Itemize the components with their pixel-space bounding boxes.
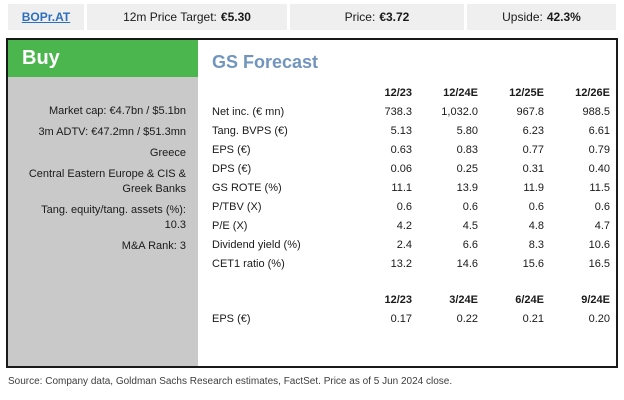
cell-value: 11.9 (523, 181, 544, 194)
source-note: Source: Company data, Goldman Sachs Rese… (8, 376, 453, 387)
upside-cell: Upside: 42.3% (467, 4, 616, 30)
table-row: GS ROTE (%) 11.1 13.9 11.9 11.5 (212, 178, 610, 197)
price-label: Price: (344, 10, 376, 24)
row-label: Dividend yield (%) (212, 238, 301, 251)
cell-value: 1,032.0 (441, 105, 478, 118)
price-target-cell: 12m Price Target: €5.30 (87, 4, 287, 30)
row-label: DPS (€) (212, 162, 252, 175)
cell-value: 0.83 (456, 143, 478, 156)
cell-value: 6.23 (522, 124, 544, 137)
coverage-group-item: Central Eastern Europe & CIS & Greek Ban… (28, 168, 186, 195)
price-value: €3.72 (379, 10, 410, 24)
column-header: 9/24E (581, 293, 610, 306)
table-row: CET1 ratio (%) 13.2 14.6 15.6 16.5 (212, 254, 610, 273)
table-row: Tang. BVPS (€) 5.13 5.80 6.23 6.61 (212, 121, 610, 140)
cell-value: 0.40 (588, 162, 610, 175)
cell-value: 0.63 (390, 143, 412, 156)
corner-cell (212, 83, 346, 102)
cell-value: 0.6 (594, 200, 610, 213)
cell-value: 11.5 (589, 181, 610, 194)
cell-value: 14.6 (456, 257, 478, 270)
cell-value: 0.79 (588, 143, 610, 156)
cell-value: 4.7 (594, 219, 610, 232)
cell-value: 0.6 (528, 200, 544, 213)
cell-value: 5.80 (456, 124, 478, 137)
cell-value: 967.8 (516, 105, 544, 118)
cell-value: 4.2 (396, 219, 412, 232)
cell-value: 0.17 (390, 312, 412, 325)
cell-value: 13.9 (456, 181, 478, 194)
table-row: P/E (X) 4.2 4.5 4.8 4.7 (212, 216, 610, 235)
table-row: EPS (€) 0.17 0.22 0.21 0.20 (212, 309, 610, 328)
cell-value: 13.2 (390, 257, 412, 270)
forecast-card: Buy Market cap: €4.7bn / $5.1bn 3m ADTV:… (6, 38, 618, 368)
cell-value: 4.5 (462, 219, 478, 232)
adtv-item: 3m ADTV: €47.2mn / $51.3mn (38, 126, 186, 138)
column-header: 12/23 (384, 86, 412, 99)
market-cap-item: Market cap: €4.7bn / $5.1bn (49, 105, 186, 117)
company-stats: Market cap: €4.7bn / $5.1bn 3m ADTV: €47… (8, 77, 198, 260)
column-header: 3/24E (449, 293, 478, 306)
row-label: Tang. BVPS (€) (212, 124, 288, 137)
cell-value: 0.21 (522, 312, 544, 325)
column-header: 6/24E (515, 293, 544, 306)
price-target-value: €5.30 (220, 10, 251, 24)
rating-sidebar: Buy Market cap: €4.7bn / $5.1bn 3m ADTV:… (8, 40, 198, 366)
ticker-price-bar: BOPr.AT 12m Price Target: €5.30 Price: €… (8, 4, 616, 30)
ticker-cell: BOPr.AT (8, 4, 84, 30)
rating-badge: Buy (8, 40, 198, 77)
column-header: 12/24E (443, 86, 478, 99)
column-header: 12/23 (384, 293, 412, 306)
row-label: CET1 ratio (%) (212, 257, 285, 270)
cell-value: 16.5 (588, 257, 610, 270)
row-label: EPS (€) (212, 143, 251, 156)
forecast-content: GS Forecast 12/23 12/24E 12/25E 12/26E N… (198, 40, 618, 366)
cell-value: 0.6 (462, 200, 478, 213)
cell-value: 11.1 (391, 181, 412, 194)
row-label: GS ROTE (%) (212, 181, 282, 194)
upside-value: 42.3% (546, 10, 581, 24)
cell-value: 0.25 (456, 162, 478, 175)
row-label: EPS (€) (212, 312, 251, 325)
table-row: Dividend yield (%) 2.4 6.6 8.3 10.6 (212, 235, 610, 254)
column-header: 12/26E (575, 86, 610, 99)
cell-value: 4.8 (528, 219, 544, 232)
cell-value: 5.13 (390, 124, 412, 137)
cell-value: 2.4 (396, 238, 412, 251)
column-header: 12/25E (509, 86, 544, 99)
price-cell: Price: €3.72 (290, 4, 464, 30)
cell-value: 6.6 (462, 238, 478, 251)
table-row: Net inc. (€ mn) 738.3 1,032.0 967.8 988.… (212, 102, 610, 121)
cell-value: 0.77 (522, 143, 544, 156)
row-label: P/E (X) (212, 219, 248, 232)
forecast-title: GS Forecast (212, 52, 319, 72)
cell-value: 0.20 (588, 312, 610, 325)
ma-rank-item: M&A Rank: 3 (121, 240, 186, 252)
upside-label: Upside: (502, 10, 543, 24)
table-header-row: 12/23 12/24E 12/25E 12/26E (212, 83, 610, 102)
cell-value: 0.06 (390, 162, 412, 175)
row-label: Net inc. (€ mn) (212, 105, 285, 118)
quarterly-eps-table: 12/23 3/24E 6/24E 9/24E EPS (€) 0.17 0.2… (212, 290, 610, 328)
annual-forecast-table: 12/23 12/24E 12/25E 12/26E Net inc. (€ m… (212, 83, 610, 273)
cell-value: 15.6 (522, 257, 544, 270)
table-row: EPS (€) 0.63 0.83 0.77 0.79 (212, 140, 610, 159)
cell-value: 8.3 (528, 238, 544, 251)
ticker-link[interactable]: BOPr.AT (21, 10, 71, 24)
cell-value: 988.5 (582, 105, 610, 118)
table-header-row: 12/23 3/24E 6/24E 9/24E (212, 290, 610, 309)
country-item: Greece (149, 147, 186, 159)
table-row: P/TBV (X) 0.6 0.6 0.6 0.6 (212, 197, 610, 216)
cell-value: 0.31 (522, 162, 544, 175)
cell-value: 0.6 (396, 200, 412, 213)
corner-cell (212, 290, 346, 309)
row-label: P/TBV (X) (212, 200, 262, 213)
cell-value: 0.22 (456, 312, 478, 325)
tang-equity-item: Tang. equity/tang. assets (%): 10.3 (41, 204, 186, 231)
cell-value: 6.61 (588, 124, 610, 137)
price-target-label: 12m Price Target: (123, 10, 217, 24)
cell-value: 10.6 (588, 238, 610, 251)
cell-value: 738.3 (384, 105, 412, 118)
table-row: DPS (€) 0.06 0.25 0.31 0.40 (212, 159, 610, 178)
